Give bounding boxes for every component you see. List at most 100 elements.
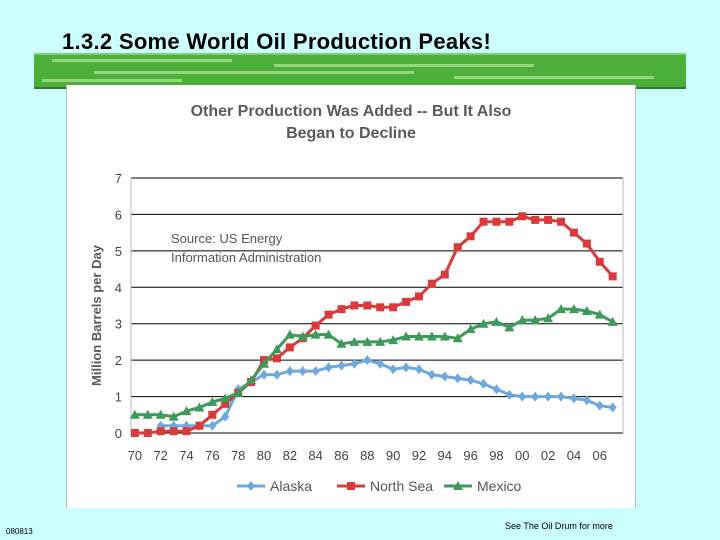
source-annotation-line: Source: US Energy xyxy=(171,231,283,246)
data-point-mexico xyxy=(530,315,541,325)
data-point-north-sea xyxy=(569,228,578,237)
data-point-north-sea xyxy=(272,354,281,363)
data-point-north-sea xyxy=(440,270,449,279)
data-point-mexico xyxy=(543,313,554,323)
x-tick-label: 90 xyxy=(386,448,400,463)
legend-label-north-sea: North Sea xyxy=(370,478,433,494)
data-point-alaska xyxy=(595,400,604,411)
x-tick-label: 94 xyxy=(438,448,452,463)
data-point-north-sea xyxy=(156,427,165,436)
data-point-mexico xyxy=(504,322,515,332)
data-point-mexico xyxy=(465,324,476,334)
data-point-mexico xyxy=(362,336,373,346)
data-point-north-sea xyxy=(414,292,423,301)
data-point-mexico xyxy=(556,304,567,314)
data-point-north-sea xyxy=(311,321,320,330)
data-point-mexico xyxy=(155,409,166,419)
data-point-north-sea xyxy=(453,243,462,252)
data-point-alaska xyxy=(608,402,617,413)
x-tick-label: 00 xyxy=(515,448,529,463)
x-tick-label: 72 xyxy=(153,448,167,463)
data-point-mexico xyxy=(336,338,347,348)
data-point-alaska xyxy=(208,420,217,431)
x-tick-label: 76 xyxy=(205,448,219,463)
legend-marker-mexico xyxy=(453,481,463,490)
slide-title: 1.3.2 Some World Oil Production Peaks! xyxy=(62,29,492,54)
data-point-north-sea xyxy=(389,303,398,312)
data-point-mexico xyxy=(452,333,463,343)
data-point-mexico xyxy=(168,411,179,421)
data-point-mexico xyxy=(129,409,140,419)
data-point-north-sea xyxy=(595,257,604,266)
data-point-north-sea xyxy=(169,427,178,436)
data-point-north-sea xyxy=(544,215,553,224)
data-point-north-sea xyxy=(466,232,475,241)
y-tick-label: 6 xyxy=(115,207,122,222)
data-point-mexico xyxy=(594,309,605,319)
data-point-north-sea xyxy=(130,429,139,437)
chart-canvas: Other Production Was Added -- But It Als… xyxy=(89,103,624,494)
y-tick-label: 1 xyxy=(115,390,122,405)
series-north-sea xyxy=(130,212,617,437)
x-tick-label: 02 xyxy=(541,448,555,463)
data-point-north-sea xyxy=(350,301,359,310)
data-point-alaska xyxy=(376,358,385,369)
legend-label-mexico: Mexico xyxy=(477,478,522,494)
data-point-alaska xyxy=(337,360,346,371)
data-point-north-sea xyxy=(143,429,152,437)
title-decoration-bar xyxy=(34,53,686,89)
slide-code: 080813 xyxy=(6,527,33,536)
data-point-alaska xyxy=(311,366,320,377)
legend-marker-north-sea xyxy=(347,482,355,490)
y-tick-label: 3 xyxy=(115,317,122,332)
data-point-alaska xyxy=(531,391,540,402)
footer-note: See The Oil Drum for more xyxy=(505,521,613,531)
data-point-mexico xyxy=(323,329,334,339)
data-point-alaska xyxy=(389,364,398,375)
data-point-north-sea xyxy=(531,215,540,224)
data-point-mexico xyxy=(607,316,618,326)
data-point-alaska xyxy=(569,393,578,404)
data-point-alaska xyxy=(440,371,449,382)
data-point-mexico xyxy=(297,331,308,341)
data-point-mexico xyxy=(478,318,489,328)
y-tick-label: 0 xyxy=(115,426,122,441)
data-point-north-sea xyxy=(221,399,230,408)
x-tick-label: 06 xyxy=(593,448,607,463)
data-point-alaska xyxy=(466,375,475,386)
data-point-alaska xyxy=(544,391,553,402)
data-point-mexico xyxy=(220,393,231,403)
data-point-north-sea xyxy=(208,410,217,419)
data-point-north-sea xyxy=(195,421,204,430)
data-point-alaska xyxy=(505,389,514,400)
data-point-mexico xyxy=(246,375,257,385)
data-point-north-sea xyxy=(376,303,385,312)
chart-panel: Other Production Was Added -- But It Als… xyxy=(66,85,636,508)
data-point-alaska xyxy=(350,358,359,369)
x-tick-label: 86 xyxy=(334,448,348,463)
data-point-mexico xyxy=(233,387,244,397)
y-tick-label: 2 xyxy=(115,353,122,368)
series-mexico xyxy=(129,304,618,421)
data-point-north-sea xyxy=(337,305,346,314)
data-point-north-sea xyxy=(479,217,488,226)
data-point-mexico xyxy=(142,409,153,419)
data-point-alaska xyxy=(363,355,372,366)
data-point-mexico xyxy=(181,406,192,416)
data-point-north-sea xyxy=(363,301,372,310)
data-point-north-sea xyxy=(402,297,411,306)
x-tick-label: 84 xyxy=(308,448,322,463)
x-tick-label: 80 xyxy=(257,448,271,463)
data-point-alaska xyxy=(285,366,294,377)
data-point-mexico xyxy=(388,335,399,345)
data-point-alaska xyxy=(427,369,436,380)
chart-title-line: Began to Decline xyxy=(286,125,416,142)
data-point-mexico xyxy=(194,402,205,412)
data-point-north-sea xyxy=(492,217,501,226)
data-point-north-sea xyxy=(324,310,333,319)
data-point-alaska xyxy=(272,369,281,380)
data-point-mexico xyxy=(207,397,218,407)
data-point-north-sea xyxy=(427,279,436,288)
data-point-mexico xyxy=(310,329,321,339)
data-point-mexico xyxy=(568,304,579,314)
